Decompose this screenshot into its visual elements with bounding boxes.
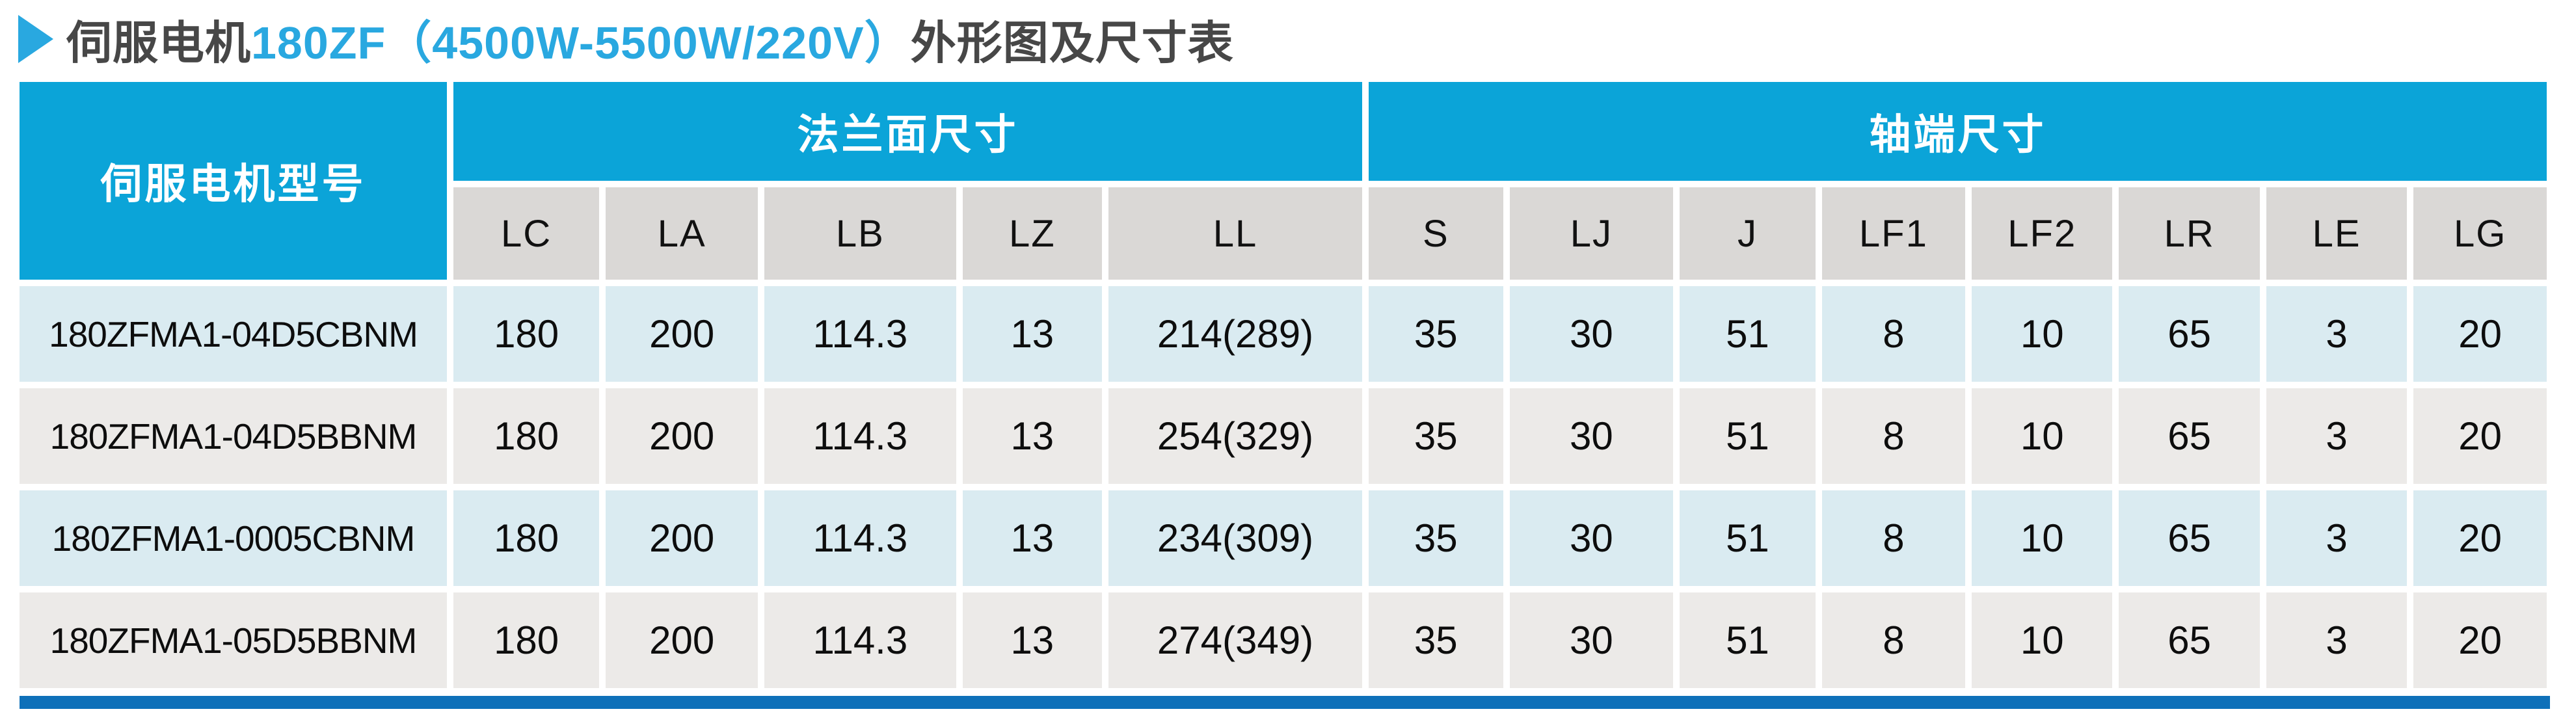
column-header-lf1: LF1 [1821, 187, 1966, 280]
title-accent-part: 180ZF（4500W-5500W/220V） [251, 17, 911, 68]
table-cell: 30 [1509, 388, 1674, 484]
table-cell: 51 [1680, 490, 1816, 586]
group-header-shaft: 轴端尺寸 [1368, 82, 2547, 181]
table-cell: 13 [962, 490, 1103, 586]
table-cell: 3 [2266, 490, 2408, 586]
table-row-model: 180ZFMA1-0005CBNM [20, 490, 448, 586]
table-cell: 10 [1972, 490, 2113, 586]
table-cell: 51 [1680, 592, 1816, 688]
title-dark-part-1: 伺服电机 [66, 17, 251, 68]
column-header-s: S [1368, 187, 1503, 280]
column-header-lz: LZ [962, 187, 1103, 280]
table-cell: 200 [606, 592, 758, 688]
group-header-flange: 法兰面尺寸 [453, 82, 1362, 181]
table-cell: 3 [2266, 286, 2408, 382]
bottom-accent-bar [20, 696, 2550, 709]
table-cell: 35 [1368, 286, 1503, 382]
model-column-header: 伺服电机型号 [20, 82, 448, 280]
column-header-lb: LB [764, 187, 956, 280]
table-cell: 51 [1680, 388, 1816, 484]
table-cell: 35 [1368, 592, 1503, 688]
table-cell: 30 [1509, 490, 1674, 586]
table-cell: 3 [2266, 388, 2408, 484]
column-header-lj: LJ [1509, 187, 1674, 280]
table-cell: 8 [1821, 286, 1966, 382]
table-cell: 10 [1972, 388, 2113, 484]
table-row-model: 180ZFMA1-05D5BBNM [20, 592, 448, 688]
table-cell: 180 [453, 490, 600, 586]
table-cell: 114.3 [764, 592, 956, 688]
column-header-lr: LR [2119, 187, 2260, 280]
table-cell: 20 [2413, 286, 2547, 382]
table-cell: 180 [453, 388, 600, 484]
column-header-lf2: LF2 [1972, 187, 2113, 280]
table-cell: 35 [1368, 388, 1503, 484]
table-cell: 180 [453, 286, 600, 382]
table-row-model: 180ZFMA1-04D5BBNM [20, 388, 448, 484]
table-cell: 3 [2266, 592, 2408, 688]
table-cell: 274(349) [1108, 592, 1362, 688]
table-cell: 200 [606, 388, 758, 484]
table-cell: 10 [1972, 286, 2113, 382]
section-title-text: 伺服电机180ZF（4500W-5500W/220V）外形图及尺寸表 [66, 7, 1234, 72]
table-cell: 114.3 [764, 388, 956, 484]
column-header-ll: LL [1108, 187, 1362, 280]
dimension-table: 伺服电机型号 法兰面尺寸 轴端尺寸 LC LA LB LZ LL S LJ J … [20, 82, 2547, 688]
table-cell: 20 [2413, 388, 2547, 484]
table-cell: 114.3 [764, 286, 956, 382]
table-cell: 13 [962, 286, 1103, 382]
column-header-le: LE [2266, 187, 2408, 280]
table-cell: 20 [2413, 490, 2547, 586]
table-cell: 13 [962, 592, 1103, 688]
table-cell: 214(289) [1108, 286, 1362, 382]
table-row-model: 180ZFMA1-04D5CBNM [20, 286, 448, 382]
play-triangle-icon [18, 15, 53, 63]
table-cell: 65 [2119, 388, 2260, 484]
table-cell: 8 [1821, 592, 1966, 688]
table-cell: 30 [1509, 286, 1674, 382]
table-cell: 234(309) [1108, 490, 1362, 586]
table-cell: 65 [2119, 592, 2260, 688]
table-cell: 254(329) [1108, 388, 1362, 484]
table-cell: 30 [1509, 592, 1674, 688]
section-title: 伺服电机180ZF（4500W-5500W/220V）外形图及尺寸表 [18, 4, 1234, 74]
table-cell: 13 [962, 388, 1103, 484]
table-cell: 200 [606, 286, 758, 382]
column-header-j: J [1680, 187, 1816, 280]
table-cell: 35 [1368, 490, 1503, 586]
table-cell: 51 [1680, 286, 1816, 382]
table-cell: 65 [2119, 286, 2260, 382]
table-cell: 200 [606, 490, 758, 586]
table-cell: 8 [1821, 388, 1966, 484]
table-cell: 65 [2119, 490, 2260, 586]
table-cell: 114.3 [764, 490, 956, 586]
table-cell: 20 [2413, 592, 2547, 688]
column-header-lc: LC [453, 187, 600, 280]
column-header-la: LA [606, 187, 758, 280]
table-cell: 8 [1821, 490, 1966, 586]
title-dark-part-2: 外形图及尺寸表 [910, 17, 1234, 68]
table-cell: 10 [1972, 592, 2113, 688]
column-header-lg: LG [2413, 187, 2547, 280]
table-cell: 180 [453, 592, 600, 688]
